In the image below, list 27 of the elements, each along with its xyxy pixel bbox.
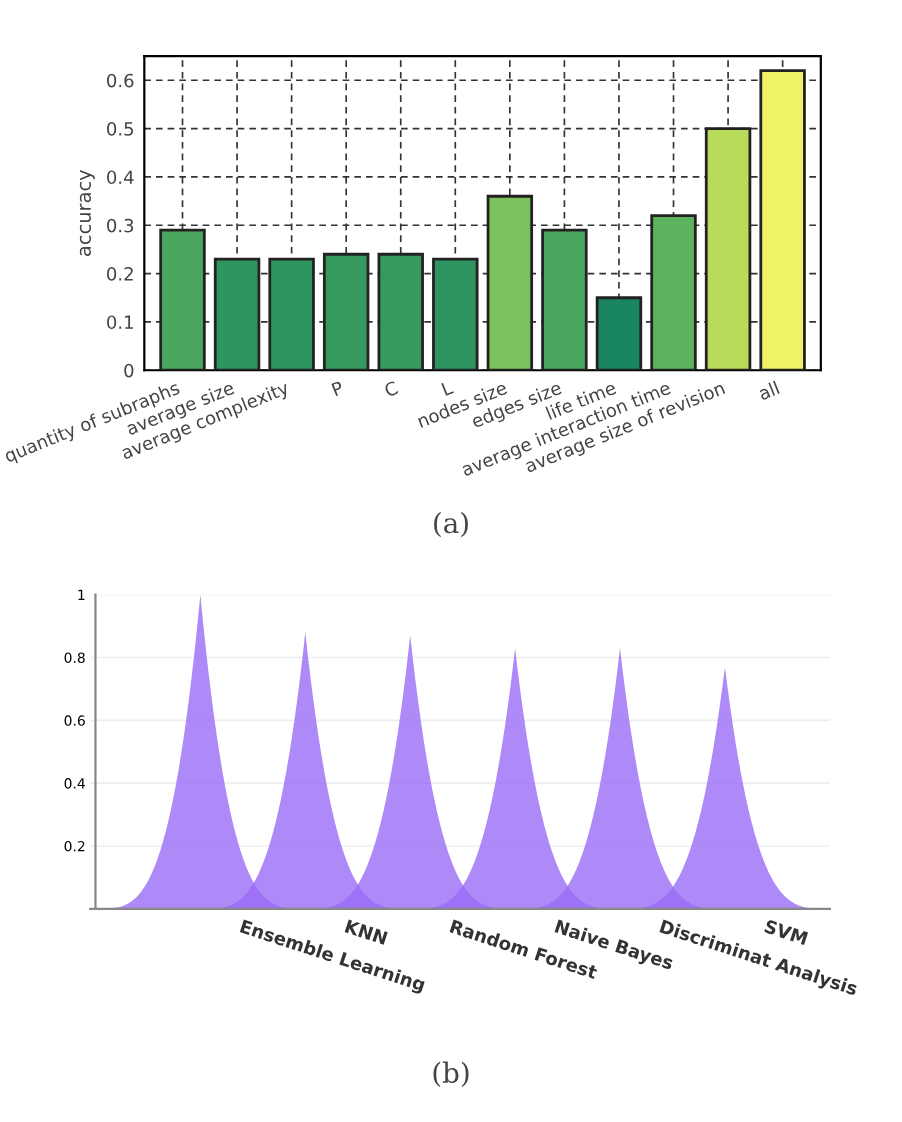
bar (704, 127, 752, 371)
bar (759, 69, 806, 371)
bar (432, 257, 479, 371)
y-tick-label: 0.3 (107, 218, 134, 233)
x-tick-label: all (757, 380, 780, 401)
y-tick-label: 0 (124, 363, 134, 378)
bar (377, 252, 424, 371)
x-tick-label: KNN (344, 919, 388, 945)
y-tick-label: 0.2 (107, 267, 133, 281)
x-tick-label: L (441, 380, 454, 396)
bar (213, 257, 261, 371)
text: (b) (433, 1061, 469, 1088)
y-axis-title: accuracy (79, 169, 95, 256)
y-tick-label: 0.1 (107, 315, 133, 330)
bar (322, 252, 370, 371)
bar (650, 214, 697, 371)
bar (159, 228, 206, 371)
bar (486, 194, 534, 371)
bar (595, 296, 643, 371)
x-tick-label: C (383, 380, 399, 398)
text: (a) (434, 511, 468, 538)
y-tick-label: 0.5 (107, 122, 134, 136)
y-tick-label: 0.6 (107, 73, 134, 88)
bar (541, 228, 588, 371)
y-tick-label: 0.4 (107, 170, 134, 185)
bar (268, 257, 315, 371)
x-tick-label: P (331, 380, 345, 397)
